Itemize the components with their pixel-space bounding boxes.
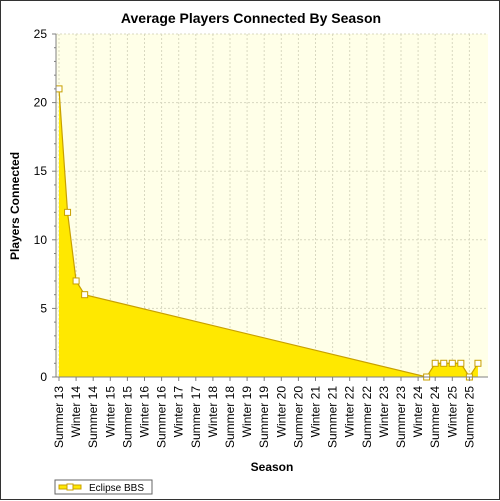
data-point-10 (474, 359, 482, 367)
y-tick-label-1: 5 (40, 301, 47, 315)
y-tick-labels: 0 5 10 15 20 25 (34, 27, 48, 384)
data-point-8 (457, 359, 465, 367)
x-tick-label-21: Winter 24 (411, 386, 425, 438)
x-tick-label-24: Summer 25 (462, 386, 476, 448)
x-tick-label-7: Winter 17 (172, 386, 186, 438)
y-tick-label-0: 0 (40, 370, 47, 384)
x-tick-label-12: Summer 19 (257, 386, 271, 448)
y-tick-label-5: 25 (34, 27, 48, 41)
x-axis-label: Season (251, 460, 294, 474)
data-point-5 (431, 359, 439, 367)
data-point-0 (55, 85, 63, 93)
axes (52, 33, 488, 381)
legend-swatch-marker (66, 483, 74, 491)
x-tick-label-0: Summer 13 (52, 386, 66, 448)
x-tick-label-22: Summer 24 (428, 386, 442, 448)
x-tick-label-1: Winter 14 (69, 386, 83, 438)
x-tick-label-13: Winter 20 (274, 386, 288, 438)
legend-label: Eclipse BBS (89, 483, 144, 494)
x-tick-label-6: Summer 16 (155, 386, 169, 448)
data-point-7 (448, 359, 456, 367)
x-tick-label-20: Summer 23 (394, 386, 408, 448)
legend-box (54, 479, 153, 495)
y-tick-label-4: 20 (34, 96, 48, 110)
x-tick-label-8: Summer 17 (189, 386, 203, 448)
y-tick-label-2: 10 (34, 233, 48, 247)
x-tick-label-18: Summer 22 (360, 386, 374, 448)
y-axis-label: Players Connected (8, 152, 22, 260)
data-point-2 (72, 277, 80, 285)
x-tick-label-16: Summer 21 (326, 386, 340, 448)
x-tick-label-11: Winter 19 (240, 386, 254, 438)
data-point-3 (81, 291, 89, 299)
x-tick-label-9: Winter 18 (206, 386, 220, 438)
legend-swatch (58, 483, 82, 491)
x-tick-label-23: Winter 25 (445, 386, 459, 438)
x-tick-label-17: Winter 22 (343, 386, 357, 438)
data-point-6 (440, 359, 448, 367)
x-tick-label-15: Winter 21 (309, 386, 323, 438)
chart-title: Average Players Connected By Season (121, 10, 381, 26)
x-tick-label-10: Summer 18 (223, 386, 237, 448)
x-tick-label-5: Winter 16 (138, 386, 152, 438)
x-tick-label-14: Summer 20 (291, 386, 305, 448)
y-tick-label-3: 15 (34, 164, 48, 178)
x-tick-label-4: Summer 15 (120, 386, 134, 448)
x-tick-label-3: Winter 15 (103, 386, 117, 438)
x-tick-label-19: Winter 23 (377, 386, 391, 438)
x-tick-labels: Summer 13 Winter 14 Summer 14 Winter 15 Summ… (52, 386, 476, 448)
x-tick-label-2: Summer 14 (86, 386, 100, 448)
legend: Eclipse BBS (54, 479, 153, 495)
data-point-1 (64, 208, 72, 216)
series-area-0 (59, 88, 478, 377)
